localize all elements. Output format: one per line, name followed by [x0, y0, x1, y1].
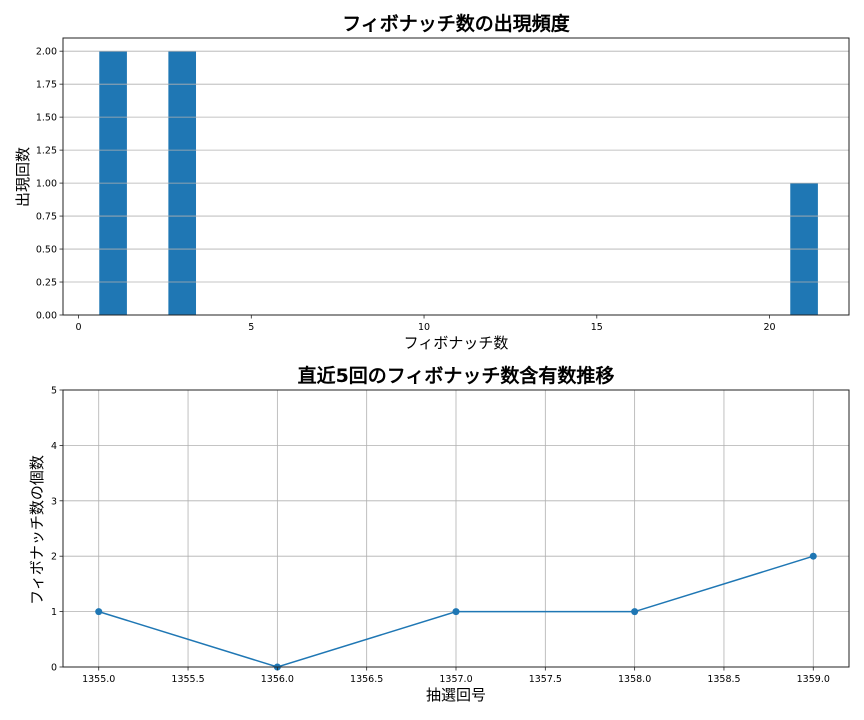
y-ticks: 0 1 2 3 4 5 [51, 386, 63, 674]
y-tick-label: 0.00 [36, 311, 57, 322]
y-axis-label: 出現回数 [14, 147, 32, 207]
x-tick-label: 1356.0 [261, 674, 294, 685]
x-tick-label: 1355.0 [82, 674, 115, 685]
chart-title: フィボナッチ数の出現頻度 [342, 12, 571, 35]
chart-title: 直近5回のフィボナッチ数含有数推移 [298, 364, 615, 387]
y-tick-label: 1.75 [36, 80, 57, 91]
x-tick-label: 15 [591, 322, 603, 333]
y-ticks: 0.00 0.25 0.50 0.75 1.00 1.25 1.50 1.75 2.00 [36, 47, 63, 322]
y-tick-label: 1.25 [36, 146, 57, 157]
data-series [95, 552, 817, 671]
x-tick-label: 1357.5 [529, 674, 562, 685]
y-tick-label: 1.00 [36, 179, 57, 190]
x-ticks: 1355.0 1355.5 1356.0 1356.5 1357.0 1357.5 1358… [82, 667, 830, 685]
data-point-marker [95, 608, 103, 616]
y-tick-label: 1.50 [36, 113, 57, 124]
y-tick-label: 0 [51, 663, 57, 674]
y-tick-label: 1 [51, 607, 57, 618]
y-tick-label: 5 [51, 386, 57, 397]
data-point-marker [452, 608, 460, 616]
x-tick-label: 1356.5 [350, 674, 383, 685]
x-tick-label: 1358.5 [707, 674, 740, 685]
y-tick-label: 3 [51, 496, 57, 507]
data-point-marker [809, 552, 817, 560]
y-tick-label: 0.25 [36, 278, 57, 289]
x-tick-label: 10 [418, 322, 430, 333]
histogram-chart: 0 5 10 15 20 0.00 0.25 0.50 0.75 1.00 1.25 1.50 1.7… [14, 12, 850, 352]
x-ticks: 0 5 10 15 20 [76, 315, 776, 333]
plot-frame [62, 37, 850, 316]
x-tick-label: 5 [248, 322, 254, 333]
x-tick-label: 1357.0 [439, 674, 472, 685]
x-tick-label: 1359.0 [797, 674, 830, 685]
y-tick-label: 2.00 [36, 47, 57, 58]
y-tick-label: 0.50 [36, 245, 57, 256]
x-tick-label: 0 [76, 322, 82, 333]
x-axis-label: フィボナッチ数 [404, 334, 509, 352]
x-axis-label: 抽選回号 [426, 686, 486, 704]
data-point-marker [631, 608, 639, 616]
x-tick-label: 1355.5 [171, 674, 204, 685]
x-tick-label: 1358.0 [618, 674, 651, 685]
x-tick-label: 20 [763, 322, 775, 333]
y-axis-label: フィボナッチ数の個数 [28, 455, 46, 605]
y-tick-label: 4 [51, 441, 57, 452]
line-chart: 1355.0 1355.5 1356.0 1356.5 1357.0 1357.5 1358… [28, 364, 850, 704]
y-tick-label: 2 [51, 552, 57, 563]
y-tick-label: 0.75 [36, 212, 57, 223]
